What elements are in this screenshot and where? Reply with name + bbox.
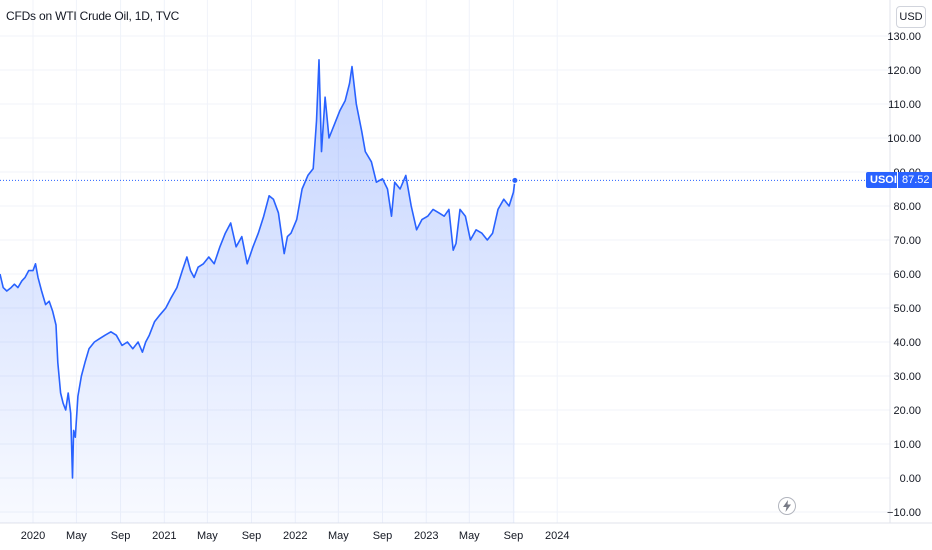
x-tick-label: 2021: [152, 530, 176, 542]
y-tick-label: 40.00: [893, 337, 921, 349]
y-tick-label: 120.00: [887, 65, 921, 77]
x-tick-label: 2024: [545, 530, 569, 542]
currency-button[interactable]: USD: [896, 6, 926, 28]
line-layer: [0, 59, 866, 479]
y-tick-label: 60.00: [893, 269, 921, 281]
x-tick-label: 2022: [283, 530, 307, 542]
x-axis: 2020 May Sep 2021 May Sep 2022 May Sep 2023 May Sep…: [21, 530, 570, 542]
y-tick-label: 50.00: [893, 303, 921, 315]
x-tick-label: 2023: [414, 530, 438, 542]
last-price-label: 87.52: [897, 172, 932, 189]
x-tick-label: Sep: [111, 530, 131, 542]
y-tick-label: 110.00: [888, 99, 921, 111]
y-tick-label: 30.00: [893, 371, 921, 383]
y-tick-label: 10.00: [893, 439, 921, 451]
x-tick-label: 2020: [21, 530, 45, 542]
y-axis: 130.00120.00110.00100.0090.0080.0070.006…: [887, 31, 921, 519]
y-tick-label: −10.00: [887, 507, 921, 519]
x-tick-label: Sep: [242, 530, 262, 542]
y-tick-label: 80.00: [893, 201, 921, 213]
y-tick-label: 20.00: [893, 405, 921, 417]
x-tick-label: May: [459, 530, 480, 542]
y-tick-label: 70.00: [893, 235, 921, 247]
y-tick-label: 100.00: [887, 133, 921, 145]
area-layer: [0, 59, 515, 524]
x-tick-label: May: [328, 530, 349, 542]
price-area-fill: [0, 59, 515, 524]
y-tick-label: 130.00: [887, 31, 921, 43]
lightning-bolt-icon[interactable]: [778, 497, 796, 515]
x-tick-label: May: [197, 530, 218, 542]
last-price-point: [511, 176, 519, 184]
chart-title: CFDs on WTI Crude Oil, 1D, TVC: [6, 9, 180, 23]
price-line: [0, 59, 516, 479]
x-tick-label: Sep: [504, 530, 524, 542]
y-tick-label: 0.00: [900, 473, 921, 485]
x-tick-label: May: [66, 530, 87, 542]
x-tick-label: Sep: [373, 530, 393, 542]
